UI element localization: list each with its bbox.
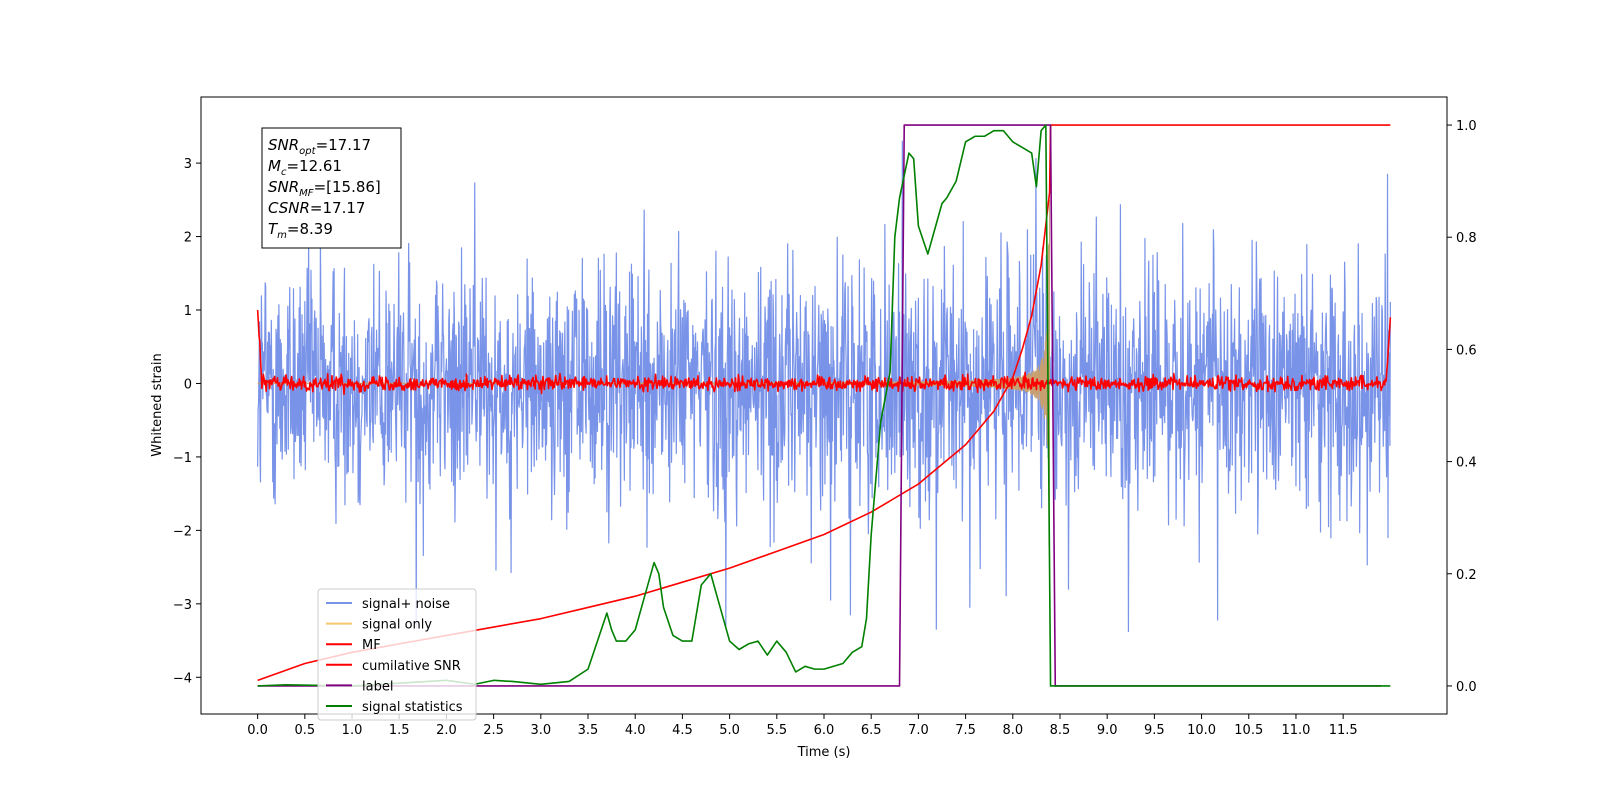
y-tick-label: −4 — [173, 671, 192, 686]
y-tick-label: −3 — [173, 598, 192, 613]
x-tick-label: 5.0 — [719, 723, 740, 738]
x-tick-label: 5.5 — [766, 723, 787, 738]
x-tick-label: 7.0 — [908, 723, 929, 738]
y-right-tick-label: 1.0 — [1456, 119, 1477, 134]
x-tick-label: 1.0 — [342, 723, 363, 738]
x-tick-label: 8.0 — [1002, 723, 1023, 738]
y-tick-label: 0 — [184, 377, 192, 392]
x-tick-label: 0.0 — [247, 723, 268, 738]
y-tick-label: 2 — [184, 231, 192, 246]
y-right-tick-label: 0.2 — [1456, 568, 1477, 583]
x-axis: 0.0 0.5 1.0 1.5 2.0 2.5 3.0 3.5 4.0 4.5 5.0 5.5 6.0 6… — [247, 714, 1358, 738]
x-tick-label: 7.5 — [955, 723, 976, 738]
x-tick-label: 9.0 — [1097, 723, 1118, 738]
x-tick-label: 11.5 — [1329, 723, 1358, 738]
y-tick-label: −1 — [173, 451, 192, 466]
x-tick-label: 9.5 — [1144, 723, 1165, 738]
y-right-tick-label: 0.0 — [1456, 680, 1477, 695]
legend-entry: signal only — [362, 618, 432, 633]
stats-mc: Mc=12.61 — [268, 157, 342, 178]
legend-frame — [317, 588, 477, 721]
x-tick-label: 1.5 — [389, 723, 410, 738]
stats-csnr: CSNR=17.17 — [268, 199, 365, 217]
x-tick-label: 3.0 — [530, 723, 551, 738]
series-line — [257, 140, 1391, 633]
x-tick-label: 4.5 — [672, 723, 693, 738]
legend-entry: signal statistics — [362, 700, 463, 715]
stats-snr-opt: SNRopt=17.17 — [268, 136, 371, 157]
y-right-tick-label: 0.8 — [1456, 231, 1477, 246]
series-line — [256, 309, 1392, 396]
stats-tm: Tm=8.39 — [268, 220, 333, 241]
y-axis-left: −4 −3 −2 −1 0 1 2 3 — [173, 157, 201, 686]
y-tick-label: 1 — [184, 304, 192, 319]
x-tick-label: 6.5 — [861, 723, 882, 738]
x-tick-label: 6.0 — [814, 723, 835, 738]
y-axis-right: 0.0 0.2 0.4 0.6 0.8 1.0 — [1447, 119, 1477, 695]
x-tick-label: 10.5 — [1234, 723, 1263, 738]
x-tick-label: 8.5 — [1050, 723, 1071, 738]
y-right-tick-label: 0.6 — [1456, 343, 1477, 358]
stats-snr-mf: SNRMF=[15.86] — [268, 178, 381, 199]
y-tick-label: 3 — [184, 157, 192, 172]
x-tick-label: 11.0 — [1281, 723, 1310, 738]
x-tick-label: 10.0 — [1187, 723, 1216, 738]
y-tick-label: −2 — [173, 524, 192, 539]
x-axis-label: Time (s) — [797, 745, 851, 760]
x-tick-label: 4.0 — [625, 723, 646, 738]
legend-entry: signal+ noise — [362, 597, 450, 612]
x-tick-label: 0.5 — [294, 723, 315, 738]
legend: signal+ noise signal only MF cumilative SNR… — [317, 588, 477, 721]
stats-box: SNRopt=17.17 Mc=12.61 SNRMF=[15.86] CSNR… — [261, 127, 402, 249]
legend-entry: cumilative SNR — [362, 659, 461, 674]
series-line — [257, 124, 1391, 687]
y-axis-label: Whitened strain — [150, 353, 165, 456]
x-tick-label: 2.0 — [436, 723, 457, 738]
legend-entry: label — [362, 679, 393, 694]
x-tick-label: 3.5 — [578, 723, 599, 738]
x-tick-label: 2.5 — [483, 723, 504, 738]
legend-entry: MF — [362, 638, 381, 653]
y-right-tick-label: 0.4 — [1456, 456, 1477, 471]
